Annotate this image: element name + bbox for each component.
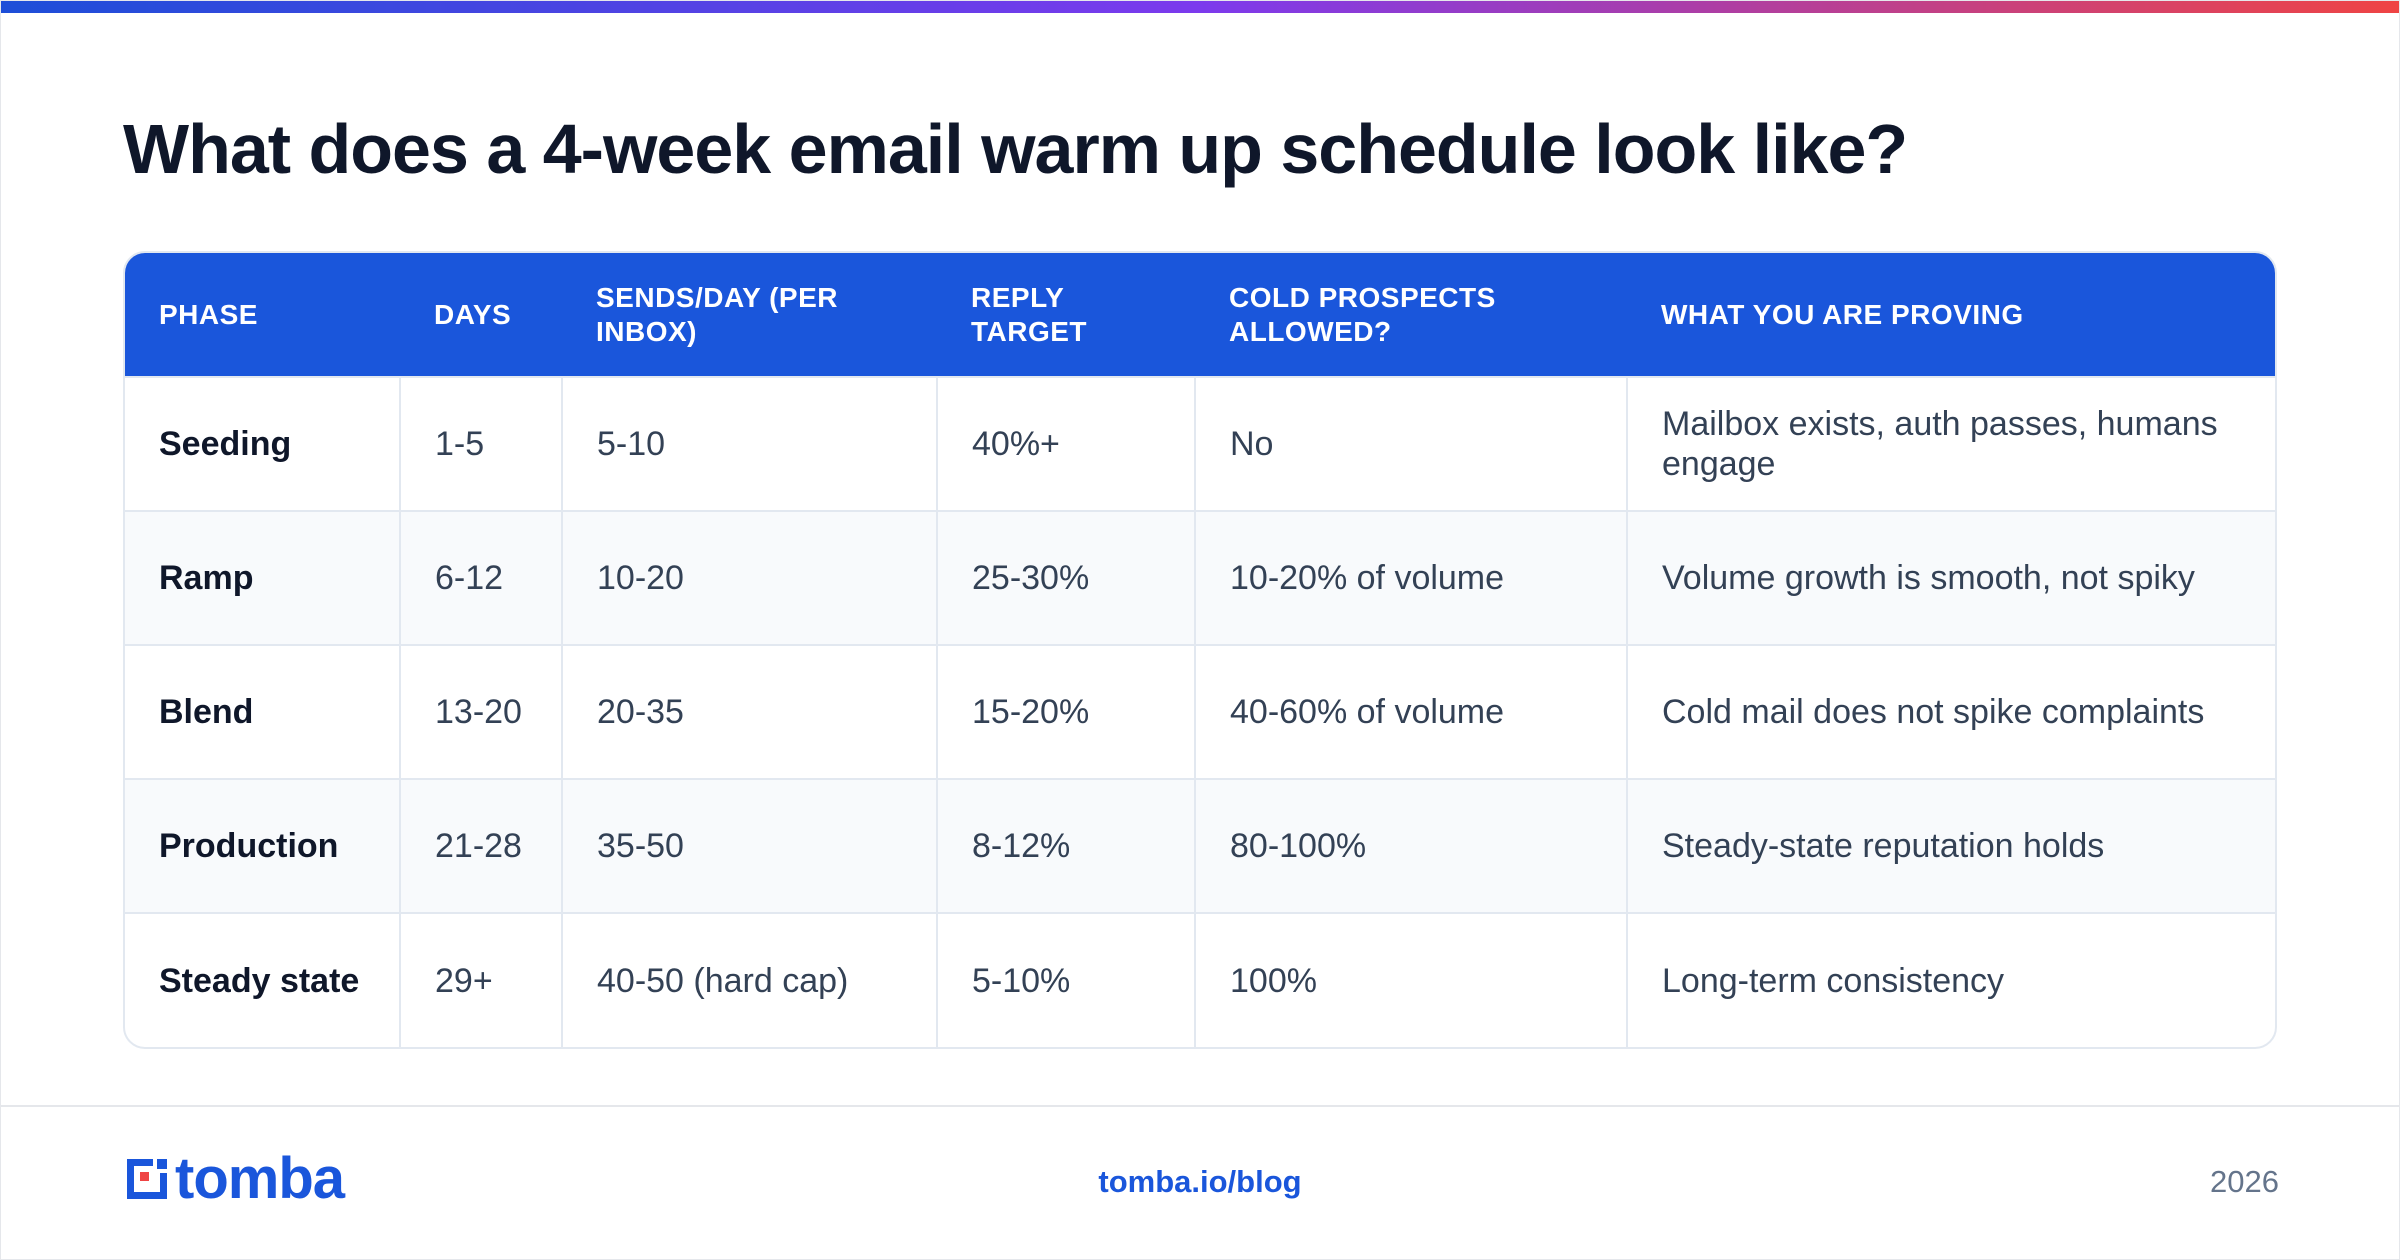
tomba-logo-icon (127, 1159, 167, 1199)
header-sends-per-day: SENDS/DAY (PER INBOX) (596, 281, 838, 347)
cell-reply: 8-12% (936, 778, 1195, 913)
cell-cold: 40-60% of volume (1194, 644, 1627, 779)
cell-phase: Blend (125, 644, 400, 779)
cell-proving: Long-term consistency (1626, 912, 2275, 1047)
cell-days: 13-20 (399, 644, 562, 779)
cell-sends: 5-10 (561, 376, 937, 511)
cell-reply: 25-30% (936, 510, 1195, 645)
schedule-table: PHASE DAYS SENDS/DAY (PER INBOX) REPLY T… (125, 253, 2275, 1047)
table-header-row: PHASE DAYS SENDS/DAY (PER INBOX) REPLY T… (125, 253, 2275, 377)
header-cold-prospects: COLD PROSPECTS ALLOWED? (1229, 281, 1496, 347)
tomba-logo[interactable]: tomba (123, 1146, 345, 1211)
header-reply-target: REPLY TARGET (971, 281, 1088, 347)
cell-cold: 100% (1194, 912, 1627, 1047)
cell-phase: Steady state (125, 912, 400, 1047)
cell-days: 29+ (399, 912, 562, 1047)
cell-sends: 35-50 (561, 778, 937, 913)
cell-sends: 10-20 (561, 510, 937, 645)
page-title: What does a 4-week email warm up schedul… (123, 110, 1908, 188)
cell-days: 21-28 (399, 778, 562, 913)
table-row: Steady state 29+ 40-50 (hard cap) 5-10% … (125, 912, 2275, 1047)
cell-cold: 80-100% (1194, 778, 1627, 913)
footer-divider (1, 1105, 2399, 1107)
cell-sends: 20-35 (561, 644, 937, 779)
cell-proving: Cold mail does not spike complaints (1626, 644, 2275, 779)
cell-days: 1-5 (399, 376, 562, 511)
cell-phase: Seeding (125, 376, 400, 511)
header-days: DAYS (434, 298, 512, 330)
table-row: Production 21-28 35-50 8-12% 80-100% Ste… (125, 778, 2275, 913)
footer-year: 2026 (2210, 1164, 2279, 1199)
table-row: Ramp 6-12 10-20 25-30% 10-20% of volume … (125, 510, 2275, 645)
blog-link[interactable]: tomba.io/blog (1098, 1164, 1302, 1199)
table-row: Blend 13-20 20-35 15-20% 40-60% of volum… (125, 644, 2275, 779)
cell-reply: 40%+ (936, 376, 1195, 511)
cell-reply: 15-20% (936, 644, 1195, 779)
cell-days: 6-12 (399, 510, 562, 645)
table-row: Seeding 1-5 5-10 40%+ No Mailbox exists,… (125, 376, 2275, 511)
gradient-top-bar (1, 1, 2399, 13)
header-what-proving: WHAT YOU ARE PROVING (1661, 298, 2024, 330)
logo-wordmark: tomba (175, 1146, 345, 1211)
header-phase: PHASE (159, 298, 258, 330)
schedule-table-container: PHASE DAYS SENDS/DAY (PER INBOX) REPLY T… (123, 251, 2277, 1049)
cell-phase: Ramp (125, 510, 400, 645)
cell-reply: 5-10% (936, 912, 1195, 1047)
cell-proving: Volume growth is smooth, not spiky (1626, 510, 2275, 645)
cell-cold: No (1194, 376, 1627, 511)
cell-proving: Mailbox exists, auth passes, humans enga… (1626, 376, 2275, 511)
cell-proving: Steady-state reputation holds (1626, 778, 2275, 913)
cell-phase: Production (125, 778, 400, 913)
cell-cold: 10-20% of volume (1194, 510, 1627, 645)
cell-sends: 40-50 (hard cap) (561, 912, 937, 1047)
